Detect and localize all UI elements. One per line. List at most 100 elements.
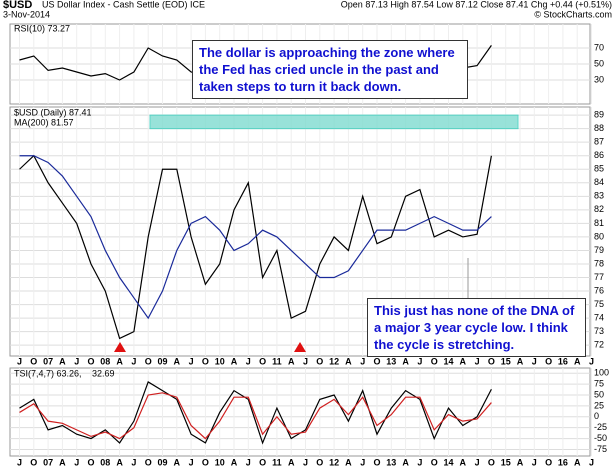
x-tick-label: 07 (43, 457, 53, 467)
x-tick-label: J (131, 457, 136, 467)
x-tick-label: A (288, 457, 295, 467)
x-tick-label: J (74, 356, 79, 366)
x-tick-label: O (373, 356, 380, 366)
x-tick-label: 15 (501, 356, 511, 366)
y-tick-label: 84 (594, 177, 604, 187)
x-tick-label: A (116, 356, 123, 366)
y-tick-label: 73 (594, 326, 604, 336)
y-tick-label: 0 (594, 411, 599, 421)
y-tick-label: -75 (594, 444, 607, 454)
x-tick-label: J (17, 457, 22, 467)
y-tick-label: -25 (594, 422, 607, 432)
x-tick-label: J (246, 356, 251, 366)
x-tick-label: O (87, 356, 94, 366)
x-tick-label: O (259, 356, 266, 366)
y-tick-label: 100 (594, 368, 609, 378)
y-tick-label: 78 (594, 258, 604, 268)
y-tick-label: 30 (594, 74, 604, 84)
y-tick-label: 75 (594, 299, 604, 309)
x-tick-label: O (259, 457, 266, 467)
x-tick-label: J (246, 457, 251, 467)
legend: $USD (Daily) 87.41 (14, 107, 92, 117)
x-tick-label: 13 (386, 356, 396, 366)
x-tick-label: J (475, 457, 480, 467)
legend: TSI(7,4,7) 63.26, (14, 368, 82, 378)
date: 3-Nov-2014 (3, 9, 50, 19)
x-tick-label: O (431, 356, 438, 366)
x-tick-label: J (532, 356, 537, 366)
x-tick-label: J (189, 356, 194, 366)
x-tick-label: 14 (443, 356, 453, 366)
arrow (294, 342, 306, 352)
x-tick-label: O (202, 457, 209, 467)
y-tick-label: 77 (594, 272, 604, 282)
arrow (114, 342, 126, 352)
x-tick-label: O (145, 356, 152, 366)
x-tick-label: 08 (100, 356, 110, 366)
y-tick-label: 50 (594, 58, 604, 68)
panel (9, 367, 591, 457)
y-tick-label: 80 (594, 231, 604, 241)
y-tick-label: 76 (594, 285, 604, 295)
y-tick-label: 50 (594, 389, 604, 399)
legend: RSI(10) 73.27 (14, 23, 70, 33)
x-tick-label: 12 (329, 457, 339, 467)
x-tick-label: A (345, 457, 352, 467)
x-tick-label: O (488, 457, 495, 467)
price-line (19, 154, 492, 340)
x-tick-label: J (17, 356, 22, 366)
x-tick-label: A (174, 457, 181, 467)
x-tick-label: O (145, 457, 152, 467)
x-tick-label: O (30, 457, 37, 467)
legend: MA(200) 81.57 (14, 117, 74, 127)
x-tick-label: 10 (215, 457, 225, 467)
y-tick-label: 86 (594, 150, 604, 160)
x-tick-label: O (316, 457, 323, 467)
y-tick-label: 79 (594, 245, 604, 255)
x-tick-label: A (460, 457, 467, 467)
x-tick-label: O (488, 356, 495, 366)
x-tick-label: O (30, 356, 37, 366)
x-tick-label: A (59, 356, 66, 366)
x-tick-label: O (545, 457, 552, 467)
x-tick-label: O (316, 356, 323, 366)
credit: © StockCharts.com (534, 9, 612, 19)
y-tick-label: 87 (594, 137, 604, 147)
y-tick-label: 82 (594, 204, 604, 214)
x-tick-label: 15 (501, 457, 511, 467)
x-tick-label: O (545, 356, 552, 366)
x-tick-label: 11 (272, 356, 282, 366)
x-tick-label: O (373, 457, 380, 467)
x-tick-label: J (74, 457, 79, 467)
y-tick-label: 75 (594, 378, 604, 388)
y-tick-label: 72 (594, 340, 604, 350)
x-tick-label: J (360, 457, 365, 467)
x-tick-label: A (116, 457, 123, 467)
y-tick-label: 70 (594, 42, 604, 52)
x-tick-label: O (431, 457, 438, 467)
y-tick-label: 88 (594, 123, 604, 133)
x-tick-label: A (345, 356, 352, 366)
x-tick-label: A (231, 457, 238, 467)
x-tick-label: 07 (43, 356, 53, 366)
x-tick-label: J (589, 356, 594, 366)
tsi-line (19, 392, 492, 440)
y-tick-label: 83 (594, 191, 604, 201)
y-tick-label: -50 (594, 433, 607, 443)
x-tick-label: 08 (100, 457, 110, 467)
x-tick-label: A (402, 356, 409, 366)
ma-line (19, 155, 492, 320)
x-tick-label: J (303, 457, 308, 467)
x-tick-label: 12 (329, 356, 339, 366)
x-tick-label: 13 (386, 457, 396, 467)
legend: 32.69 (92, 368, 115, 378)
y-tick-label: 25 (594, 400, 604, 410)
x-tick-label: A (517, 457, 524, 467)
highlight-band (149, 114, 519, 130)
quote: Open 87.13 High 87.54 Low 87.12 Close 87… (341, 0, 612, 9)
x-tick-label: J (475, 356, 480, 366)
y-tick-label: 81 (594, 218, 604, 228)
